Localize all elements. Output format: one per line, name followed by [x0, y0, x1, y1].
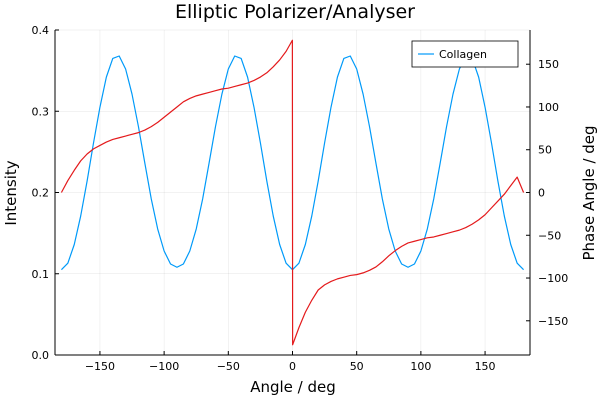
x-tick-label: −50 [217, 360, 240, 373]
x-tick-label: 100 [410, 360, 431, 373]
y-right-tick-label: −100 [538, 272, 568, 285]
y-right-tick-label: 50 [538, 144, 552, 157]
y-left-tick-label: 0.2 [32, 187, 50, 200]
axes: −150 −100 −50 0 50 100 150 0.0 0.1 0.2 0.3 0.4 −150 −… [32, 24, 569, 373]
chart-title: Elliptic Polarizer/Analyser [175, 1, 415, 23]
y-right-tick-label: −50 [538, 229, 561, 242]
x-tick-label: −150 [85, 360, 115, 373]
y-right-tick-label: 100 [538, 101, 559, 114]
y-right-tick-label: 150 [538, 58, 559, 71]
y-left-tick-label: 0.1 [32, 268, 50, 281]
legend: Collagen [411, 40, 519, 68]
x-axis-label: Angle / deg [250, 378, 336, 396]
y-right-tick-label: −150 [538, 315, 568, 328]
y-axis-right-label: Phase Angle / deg [580, 125, 598, 260]
series-layer [60, 39, 525, 346]
series-line-1 [60, 39, 525, 346]
x-tick-label: 150 [475, 360, 496, 373]
legend-label: Collagen [439, 48, 487, 61]
y-left-tick-label: 0.3 [32, 105, 50, 118]
x-tick-label: 0 [289, 360, 296, 373]
y-axis-left-label: Intensity [2, 160, 20, 225]
y-left-tick-label: 0.4 [32, 24, 50, 37]
x-tick-label: −100 [149, 360, 179, 373]
x-tick-label: 50 [350, 360, 364, 373]
y-right-tick-label: 0 [538, 187, 545, 200]
y-left-tick-label: 0.0 [32, 349, 50, 362]
